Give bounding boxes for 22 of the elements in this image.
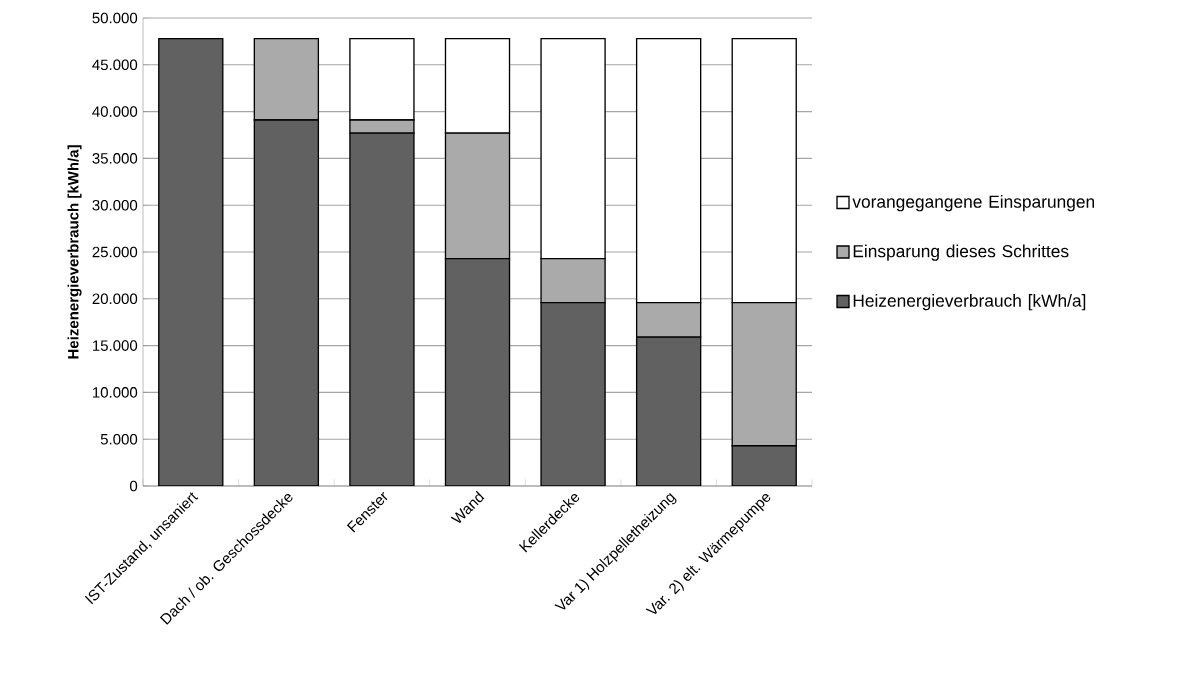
y-tick-label: 5.000 xyxy=(100,433,138,445)
legend-label: vorangegangene Einsparungen xyxy=(852,195,1095,212)
legend-label: Heizenergieverbrauch [kWh/a] xyxy=(853,294,1086,311)
y-tick-label: 25.000 xyxy=(92,246,138,258)
y-tick-label: 30.000 xyxy=(92,199,138,211)
bar xyxy=(349,132,415,486)
y-tick-label: 20.000 xyxy=(92,293,138,305)
y-tick-label: 40.000 xyxy=(92,106,138,117)
y-tick-label: 0 xyxy=(129,480,138,492)
legend-label: Einsparung dieses Schrittes xyxy=(853,244,1069,261)
bar xyxy=(158,37,224,486)
y-tick-label: 50.000 xyxy=(92,12,138,24)
y-tick-label: 10.000 xyxy=(93,387,138,398)
y-tick-label: 15.000 xyxy=(93,340,138,351)
bar xyxy=(540,301,606,486)
y-axis-title: Heizenergieverbrauch [kWh/a] xyxy=(67,145,82,359)
bar xyxy=(731,445,797,486)
bar xyxy=(444,257,511,486)
y-tick-label: 45.000 xyxy=(92,59,138,71)
y-tick-label: 35.000 xyxy=(92,153,138,164)
bar xyxy=(253,119,320,486)
bar xyxy=(635,336,702,486)
